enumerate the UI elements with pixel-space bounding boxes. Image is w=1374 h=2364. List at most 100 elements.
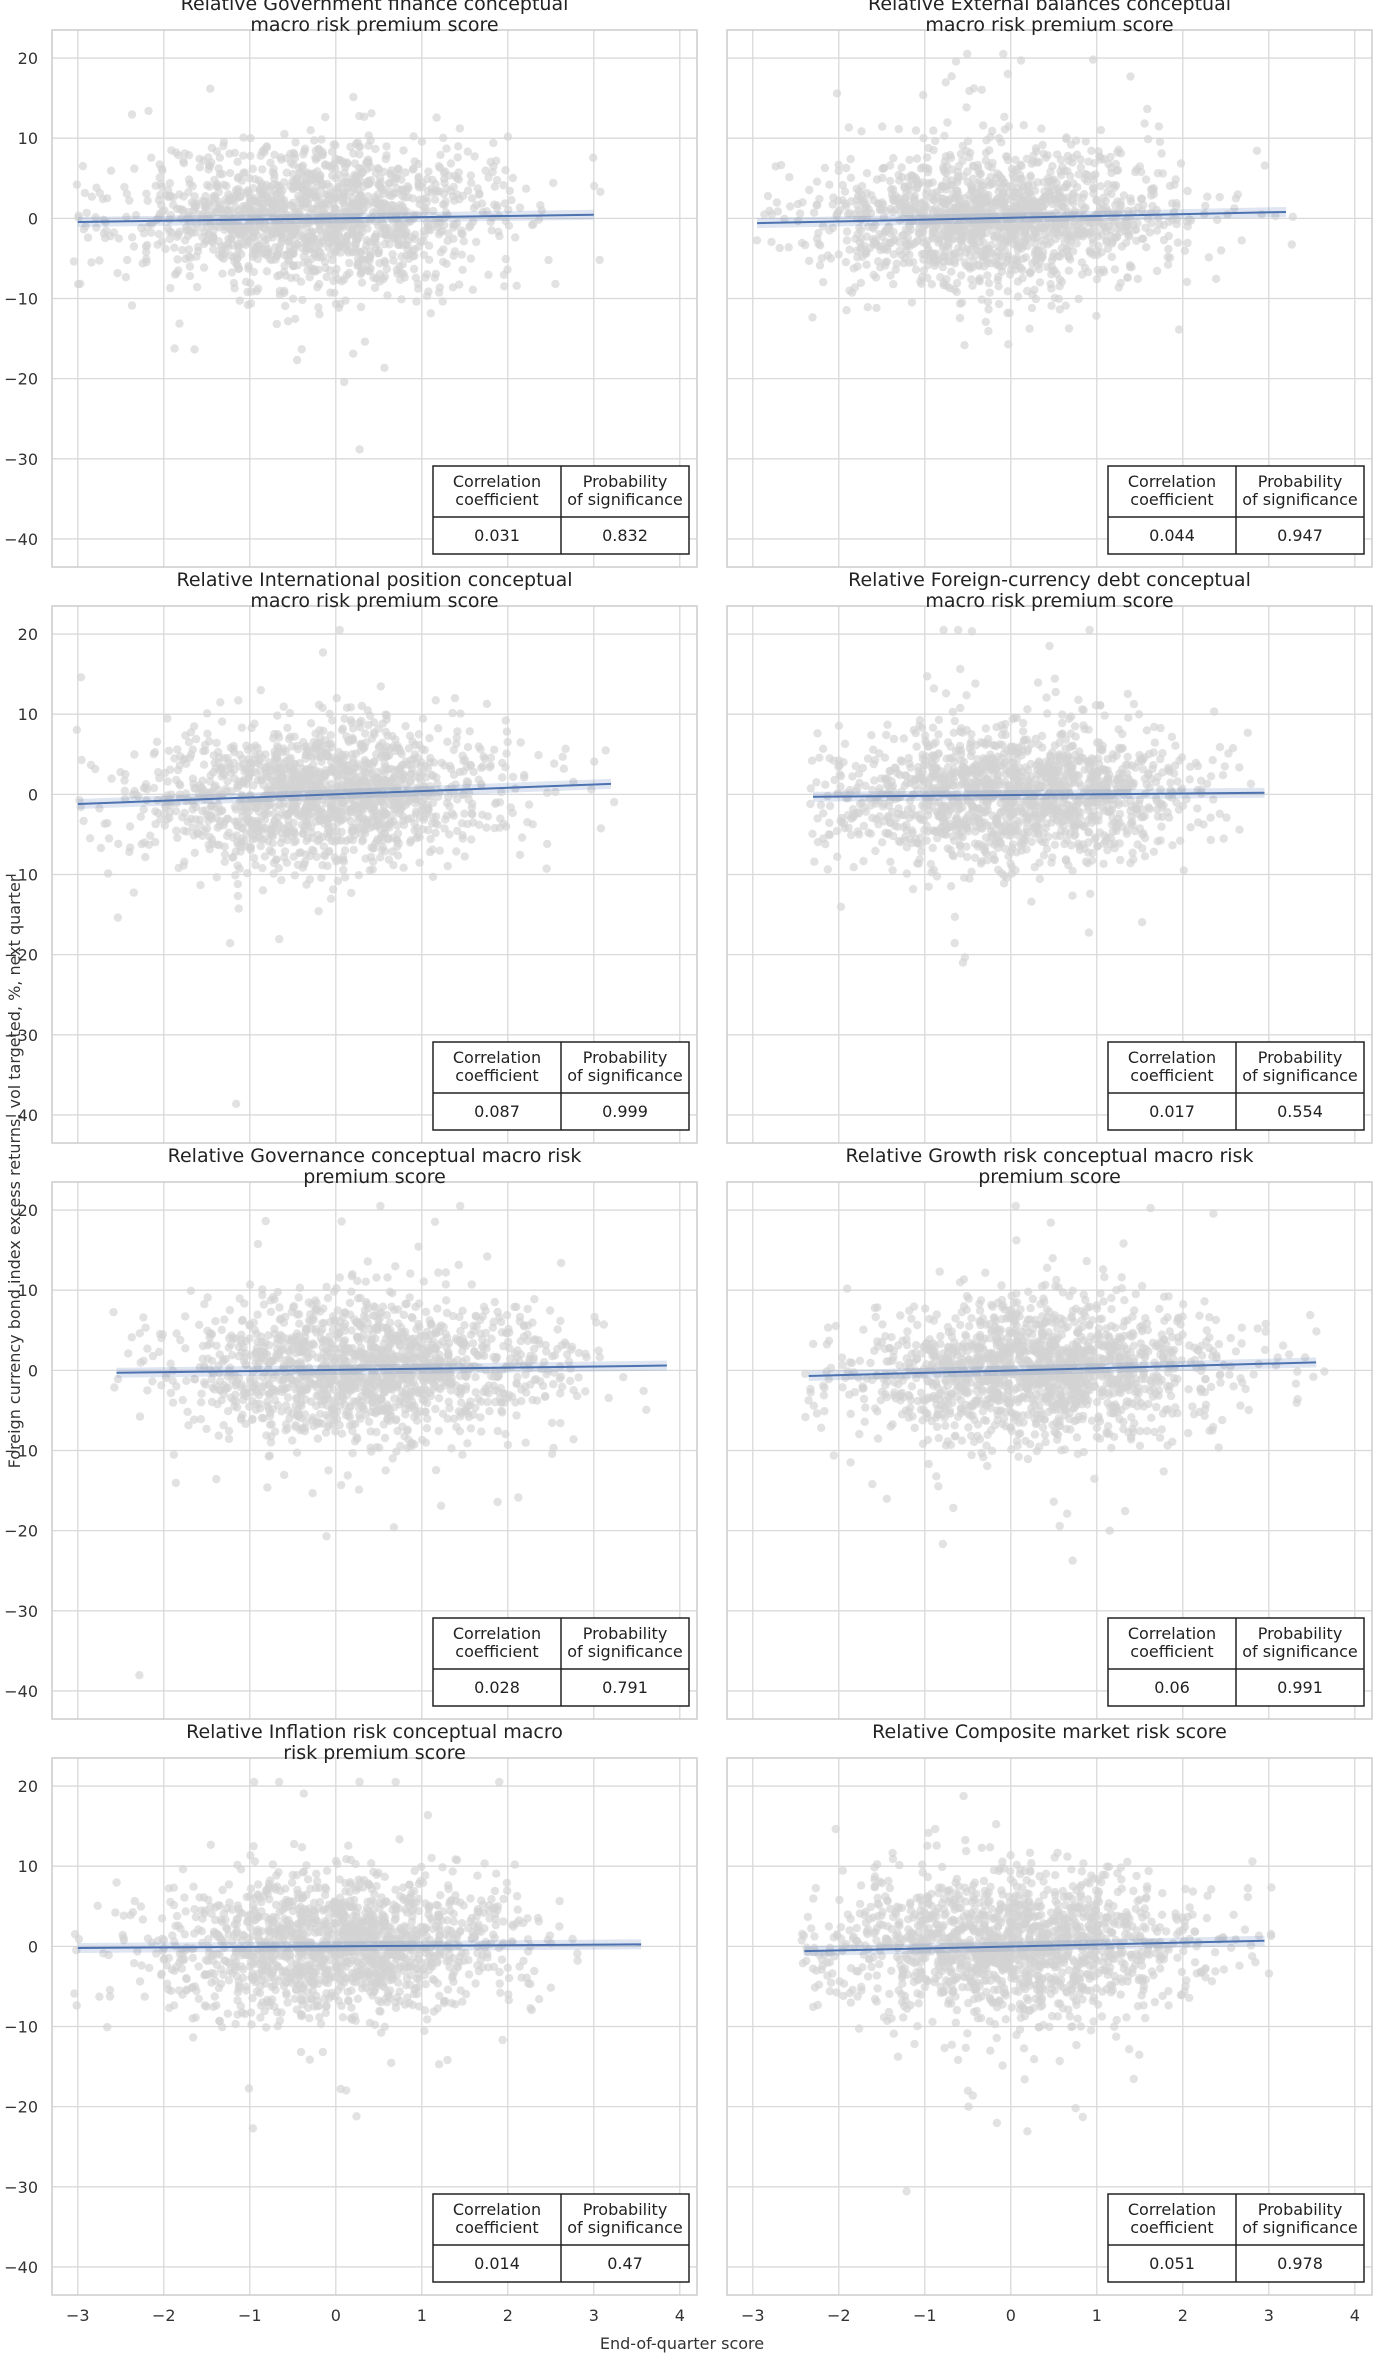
data-point	[890, 236, 898, 244]
data-point	[209, 768, 217, 776]
data-point	[155, 196, 163, 204]
data-point	[318, 833, 326, 841]
data-point	[300, 199, 308, 207]
data-point	[397, 295, 405, 303]
data-point	[272, 855, 280, 863]
data-point	[87, 258, 95, 266]
data-point	[994, 276, 1002, 284]
data-point	[542, 864, 550, 872]
data-point	[142, 190, 150, 198]
data-point	[843, 227, 851, 235]
data-point	[886, 161, 894, 169]
data-point	[215, 821, 223, 829]
data-point	[334, 836, 342, 844]
data-point	[187, 750, 195, 758]
data-point	[813, 178, 821, 186]
data-point	[928, 280, 936, 288]
data-point	[270, 730, 278, 738]
data-point	[1026, 172, 1034, 180]
data-point	[1124, 714, 1132, 722]
data-point	[308, 205, 316, 213]
data-point	[252, 250, 260, 258]
data-point	[423, 292, 431, 300]
data-point	[359, 766, 367, 774]
data-point	[1085, 626, 1093, 634]
data-point	[175, 319, 183, 327]
data-point	[273, 751, 281, 759]
data-point	[154, 768, 162, 776]
data-point	[960, 341, 968, 349]
data-point	[199, 747, 207, 755]
data-point	[307, 244, 315, 252]
data-point	[366, 866, 374, 874]
data-point	[898, 231, 906, 239]
data-point	[854, 230, 862, 238]
data-point	[401, 273, 409, 281]
data-point	[1153, 267, 1161, 275]
data-point	[1065, 267, 1073, 275]
data-point	[210, 759, 218, 767]
data-point	[354, 817, 362, 825]
data-point	[958, 242, 966, 250]
data-point	[1092, 312, 1100, 320]
data-point	[386, 777, 394, 785]
data-point	[1183, 278, 1191, 286]
data-point	[355, 112, 363, 120]
data-point	[247, 287, 255, 295]
data-point	[1138, 235, 1146, 243]
data-point	[862, 247, 870, 255]
data-point	[905, 201, 913, 209]
data-point	[939, 163, 947, 171]
data-point	[930, 684, 938, 692]
data-point	[458, 266, 466, 274]
scatter-points	[753, 50, 1297, 350]
data-point	[1146, 228, 1154, 236]
data-point	[245, 759, 253, 767]
data-point	[1075, 295, 1083, 303]
data-point	[1060, 167, 1068, 175]
data-point	[1015, 195, 1023, 203]
data-point	[79, 817, 87, 825]
data-point	[331, 141, 339, 149]
data-point	[1183, 187, 1191, 195]
data-point	[805, 186, 813, 194]
data-point	[956, 232, 964, 240]
data-point	[381, 225, 389, 233]
data-point	[219, 142, 227, 150]
data-point	[280, 268, 288, 276]
data-point	[107, 167, 115, 175]
y-tick-label: −10	[4, 290, 38, 309]
data-point	[929, 178, 937, 186]
data-point	[153, 738, 161, 746]
data-point	[271, 817, 279, 825]
data-point	[902, 188, 910, 196]
data-point	[434, 724, 442, 732]
data-point	[942, 176, 950, 184]
data-point	[409, 247, 417, 255]
data-point	[1072, 137, 1080, 145]
data-point	[1023, 221, 1031, 229]
data-point	[589, 154, 597, 162]
data-point	[310, 136, 318, 144]
data-point	[942, 689, 950, 697]
data-point	[1148, 202, 1156, 210]
y-tick-label: 20	[18, 49, 38, 68]
data-point	[236, 297, 244, 305]
data-point	[194, 829, 202, 837]
data-point	[872, 273, 880, 281]
data-point	[785, 173, 793, 181]
data-point	[983, 271, 991, 279]
data-point	[363, 759, 371, 767]
data-point	[125, 848, 133, 856]
data-point	[476, 745, 484, 753]
data-point	[805, 257, 813, 265]
data-point	[1045, 191, 1053, 199]
data-point	[888, 866, 896, 874]
data-point	[373, 835, 381, 843]
data-point	[509, 174, 517, 182]
data-point	[1017, 161, 1025, 169]
data-point	[1139, 201, 1147, 209]
